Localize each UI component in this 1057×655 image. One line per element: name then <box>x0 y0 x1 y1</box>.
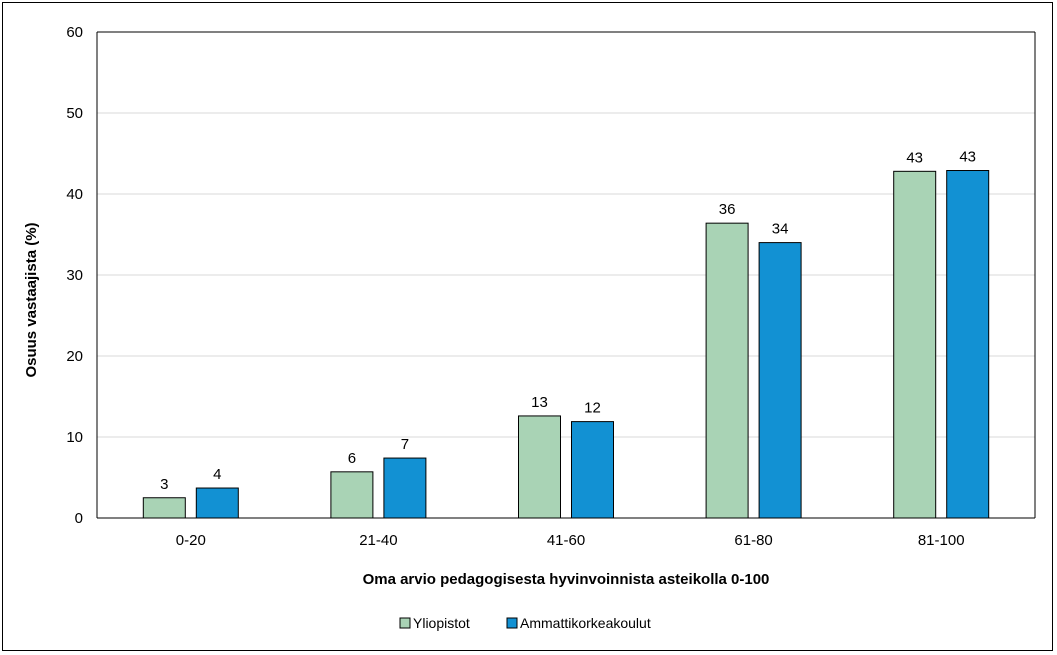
x-tick-labels: 0-20 21-40 41-60 61-80 81-100 <box>176 532 965 549</box>
bar-yliopistot <box>142 497 186 519</box>
bar-ammattikorkeakoulut <box>946 170 990 519</box>
bar-ammattikorkeakoulut <box>195 487 239 519</box>
x-tick-label: 81-100 <box>918 532 965 549</box>
data-label: 12 <box>584 400 601 417</box>
bar-ammattikorkeakoulut <box>571 421 614 519</box>
y-tick-label: 20 <box>66 348 83 365</box>
data-label: 4 <box>213 466 221 483</box>
bar-yliopistot <box>518 415 561 519</box>
bar-yliopistot <box>330 471 374 519</box>
legend-swatch <box>399 617 411 629</box>
data-label: 3 <box>160 476 168 493</box>
legend-label: Yliopistot <box>413 615 470 631</box>
y-tick-label: 10 <box>66 429 83 446</box>
y-tick-labels: 0 10 20 30 40 50 60 <box>66 24 83 527</box>
legend-label: Ammattikorkeakoulut <box>520 615 651 631</box>
data-label: 7 <box>401 436 409 453</box>
legend: Yliopistot Ammattikorkeakoulut <box>399 615 651 631</box>
x-tick-label: 21-40 <box>359 532 397 549</box>
data-label: 13 <box>531 394 548 411</box>
data-label: 6 <box>348 450 356 467</box>
bar-yliopistot <box>893 170 937 519</box>
bar-ammattikorkeakoulut <box>758 242 802 519</box>
x-tick-label: 61-80 <box>734 532 772 549</box>
x-tick-label: 41-60 <box>547 532 585 549</box>
data-label: 34 <box>772 221 789 238</box>
bar-ammattikorkeakoulut <box>383 457 427 519</box>
y-tick-label: 50 <box>66 105 83 122</box>
data-label: 43 <box>959 149 976 166</box>
data-label: 43 <box>906 149 923 166</box>
bars <box>142 170 990 519</box>
x-axis-label: Oma arvio pedagogisesta hyvinvoinnista a… <box>363 571 770 588</box>
gridlines <box>97 31 1036 518</box>
y-tick-label: 60 <box>66 24 83 41</box>
y-tick-label: 30 <box>66 267 83 284</box>
data-label: 36 <box>719 201 736 218</box>
bar-yliopistot <box>705 222 749 519</box>
y-tick-label: 40 <box>66 186 83 203</box>
legend-swatch <box>506 617 518 629</box>
y-axis-label: Osuus vastaajista (%) <box>23 222 40 377</box>
x-tick-label: 0-20 <box>176 532 206 549</box>
y-tick-label: 0 <box>75 510 83 527</box>
